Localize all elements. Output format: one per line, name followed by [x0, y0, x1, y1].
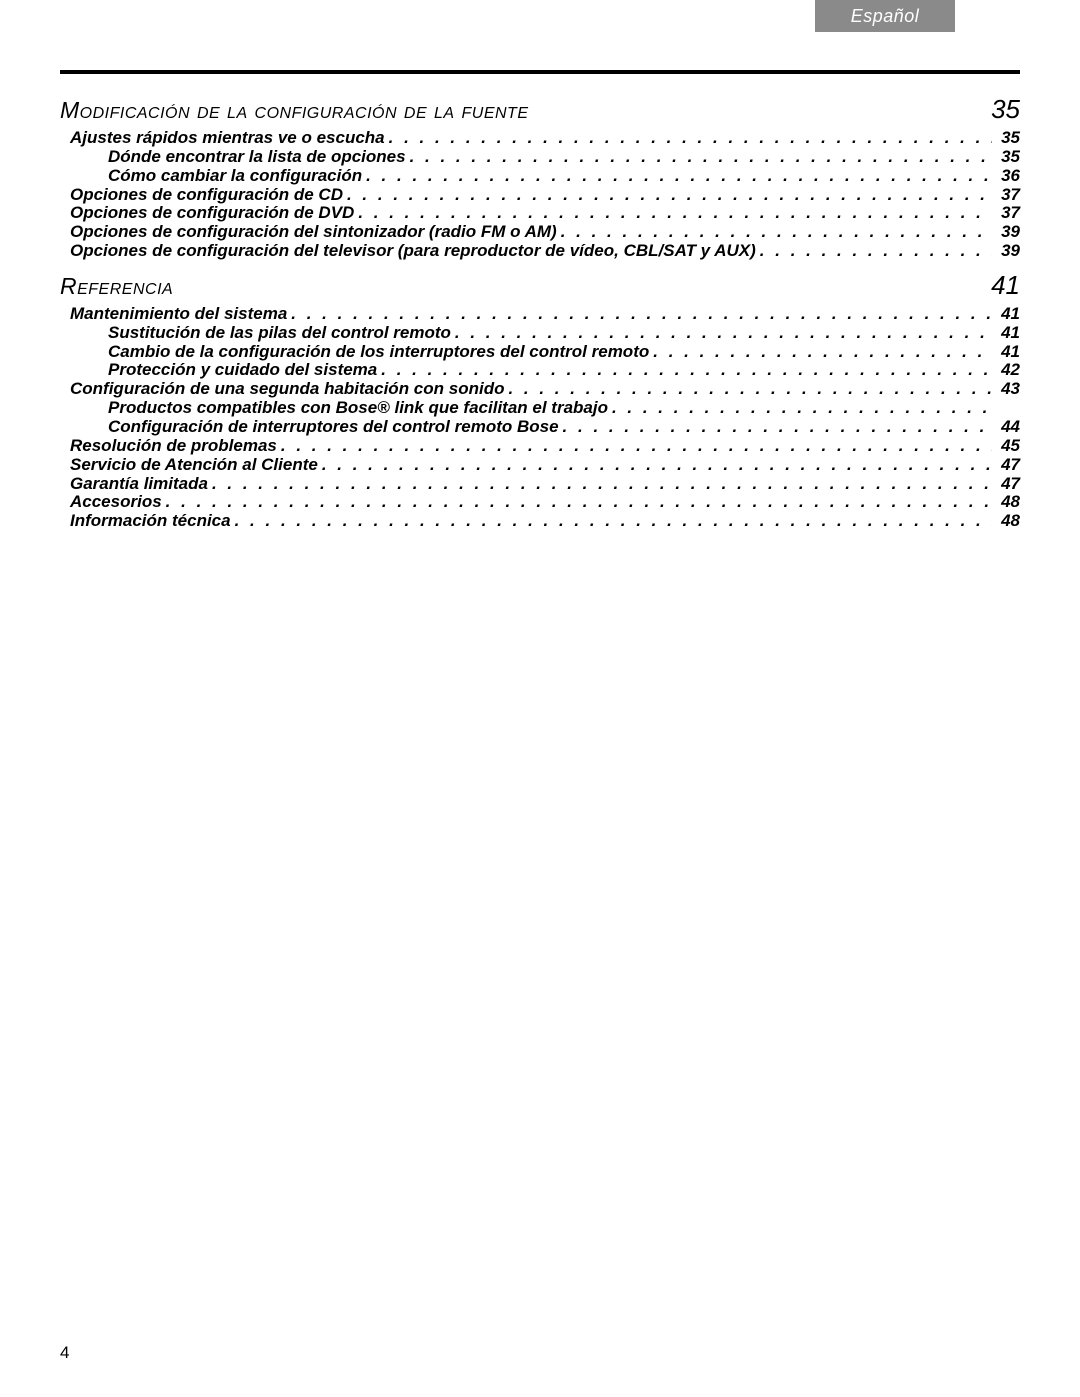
- toc-entry-page: 47: [992, 456, 1020, 474]
- section-heading: Modificación de la configuración de la f…: [60, 94, 1020, 125]
- toc-entry-page: 37: [992, 204, 1020, 222]
- toc-leader-dots: [756, 242, 992, 260]
- toc-entry: Configuración de interruptores del contr…: [60, 418, 1020, 436]
- toc-entry-page: 48: [992, 512, 1020, 530]
- toc-entry-text: Cambio de la configuración de los interr…: [108, 343, 649, 361]
- toc-entry-page: 39: [992, 242, 1020, 260]
- toc-entry-text: Accesorios: [70, 493, 162, 511]
- toc-entry-text: Configuración de una segunda habitación …: [70, 380, 504, 398]
- toc-entry-text: Servicio de Atención al Cliente: [70, 456, 318, 474]
- page: Español Modificación de la configuración…: [0, 0, 1080, 1397]
- toc-entry-text: Opciones de configuración de DVD: [70, 204, 354, 222]
- toc-leader-dots: [406, 148, 992, 166]
- toc-entry-page: 36: [992, 167, 1020, 185]
- toc-entry: Protección y cuidado del sistema 42: [60, 361, 1020, 379]
- toc-entry-text: Protección y cuidado del sistema: [108, 361, 377, 379]
- toc-entry-page: 44: [992, 418, 1020, 436]
- language-tab: Español: [815, 0, 955, 32]
- toc-entry: Opciones de configuración del sintonizad…: [60, 223, 1020, 241]
- toc-leader-dots: [318, 456, 992, 474]
- toc-entry-text: Mantenimiento del sistema: [70, 305, 287, 323]
- toc-leader-dots: [354, 204, 992, 222]
- toc-leader-dots: [362, 167, 992, 185]
- section-heading: Referencia 41: [60, 270, 1020, 301]
- section-title: Referencia: [60, 273, 173, 300]
- toc-entry: Cambio de la configuración de los interr…: [60, 343, 1020, 361]
- toc-entry: Garantía limitada 47: [60, 475, 1020, 493]
- toc-entry-text: Ajustes rápidos mientras ve o escucha: [70, 129, 385, 147]
- section-page: 41: [991, 270, 1020, 301]
- toc-leader-dots: [559, 418, 992, 436]
- toc-entry-text: Configuración de interruptores del contr…: [108, 418, 559, 436]
- toc-leader-dots: [343, 186, 992, 204]
- toc-entry-page: 41: [992, 305, 1020, 323]
- toc-entry: Cómo cambiar la configuración 36: [60, 167, 1020, 185]
- toc-entry-text: Garantía limitada: [70, 475, 208, 493]
- toc-entry-text: Cómo cambiar la configuración: [108, 167, 362, 185]
- toc-leader-dots: [377, 361, 992, 379]
- toc-entry-page: 35: [992, 129, 1020, 147]
- toc-entry: Servicio de Atención al Cliente 47: [60, 456, 1020, 474]
- toc-leader-dots: [608, 399, 992, 417]
- toc-entry-page: 39: [992, 223, 1020, 241]
- toc-entry: Accesorios 48: [60, 493, 1020, 511]
- toc-entry: Configuración de una segunda habitación …: [60, 380, 1020, 398]
- toc-entry: Mantenimiento del sistema 41: [60, 305, 1020, 323]
- toc-entry: Ajustes rápidos mientras ve o escucha 35: [60, 129, 1020, 147]
- toc-entry-page: 43: [992, 380, 1020, 398]
- toc-entry: Información técnica 48: [60, 512, 1020, 530]
- toc-leader-dots: [385, 129, 992, 147]
- toc-leader-dots: [231, 512, 992, 530]
- toc-entry-page: 48: [992, 493, 1020, 511]
- toc-entry-text: Dónde encontrar la lista de opciones: [108, 148, 406, 166]
- toc-leader-dots: [208, 475, 992, 493]
- toc-leader-dots: [649, 343, 992, 361]
- section-title: Modificación de la configuración de la f…: [60, 97, 528, 124]
- toc-entry: Dónde encontrar la lista de opciones 35: [60, 148, 1020, 166]
- toc-leader-dots: [162, 493, 992, 511]
- toc-content: Modificación de la configuración de la f…: [60, 88, 1020, 531]
- toc-entry: Productos compatibles con Bose® link que…: [60, 399, 1020, 417]
- toc-entry: Sustitución de las pilas del control rem…: [60, 324, 1020, 342]
- toc-leader-dots: [504, 380, 992, 398]
- toc-entry-text: Productos compatibles con Bose® link que…: [108, 399, 608, 417]
- toc-leader-dots: [557, 223, 992, 241]
- toc-entry-page: 41: [992, 324, 1020, 342]
- toc-entry: Opciones de configuración de DVD 37: [60, 204, 1020, 222]
- toc-entry: Opciones de configuración del televisor …: [60, 242, 1020, 260]
- toc-leader-dots: [277, 437, 992, 455]
- toc-entry: Opciones de configuración de CD 37: [60, 186, 1020, 204]
- toc-leader-dots: [451, 324, 992, 342]
- toc-entry-text: Opciones de configuración del televisor …: [70, 242, 756, 260]
- toc-entry-text: Opciones de configuración del sintonizad…: [70, 223, 557, 241]
- toc-entry-page: 41: [992, 343, 1020, 361]
- toc-entry-text: Opciones de configuración de CD: [70, 186, 343, 204]
- toc-entry-text: Sustitución de las pilas del control rem…: [108, 324, 451, 342]
- toc-entry-page: 37: [992, 186, 1020, 204]
- toc-entry-text: Resolución de problemas: [70, 437, 277, 455]
- toc-entry-text: Información técnica: [70, 512, 231, 530]
- toc-entry-page: 35: [992, 148, 1020, 166]
- toc-entry-page: 42: [992, 361, 1020, 379]
- page-number: 4: [60, 1343, 69, 1363]
- horizontal-rule: [60, 70, 1020, 74]
- section-page: 35: [991, 94, 1020, 125]
- toc-entry-page: 47: [992, 475, 1020, 493]
- toc-entry-page: 45: [992, 437, 1020, 455]
- toc-leader-dots: [287, 305, 992, 323]
- toc-entry: Resolución de problemas 45: [60, 437, 1020, 455]
